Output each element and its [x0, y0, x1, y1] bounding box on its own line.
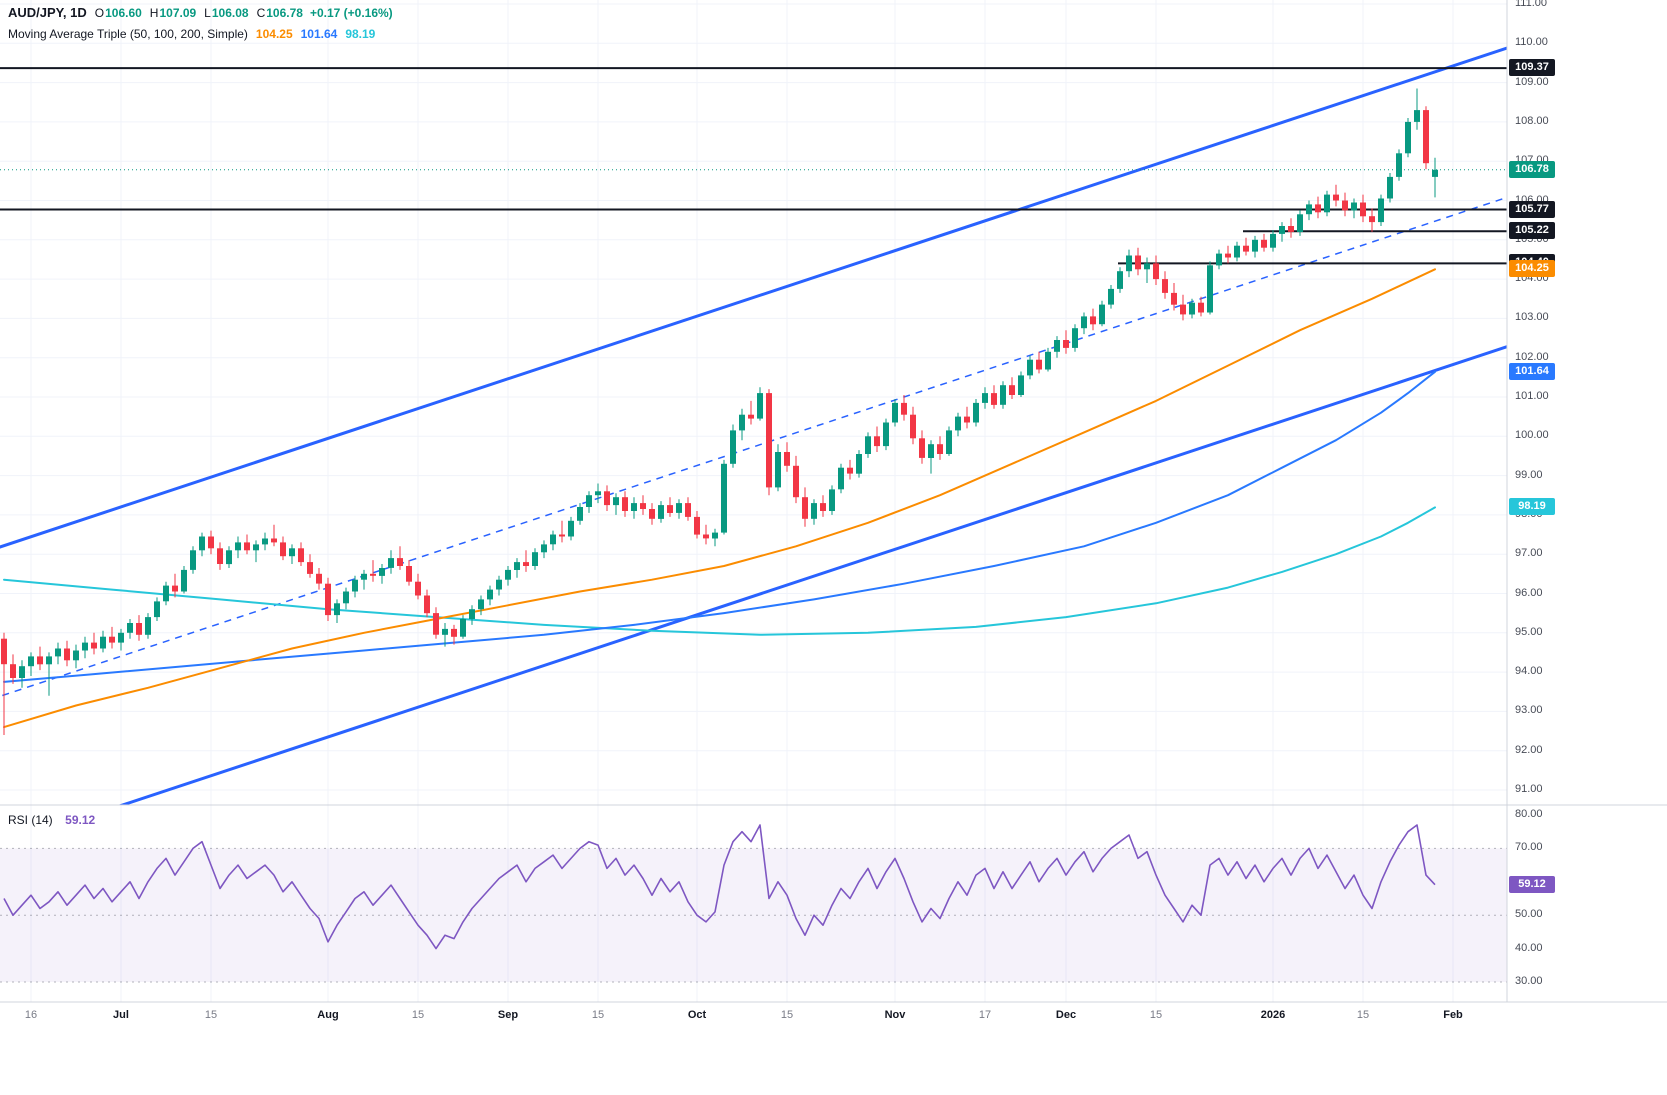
- symbol-row: AUD/JPY, 1D O106.60 H107.09 L106.08 C106.78…: [8, 4, 393, 25]
- rsi-tick: 30.00: [1515, 975, 1543, 987]
- price-label-badge: 104.25: [1509, 260, 1555, 277]
- price-tick: 102.00: [1515, 351, 1549, 363]
- rsi-indicator-title[interactable]: RSI (14): [8, 813, 53, 827]
- price-tick: 96.00: [1515, 587, 1543, 599]
- change-value: +0.17 (+0.16%): [309, 6, 393, 20]
- ohlc-value: 106.60: [105, 6, 142, 20]
- time-label: Dec: [1055, 1009, 1077, 1021]
- time-label: Aug: [317, 1009, 339, 1021]
- ma200-line: [3, 506, 1436, 636]
- rsi-tick: 40.00: [1515, 942, 1543, 954]
- price-label-badge: 105.77: [1509, 201, 1555, 218]
- price-tick: 108.00: [1515, 115, 1549, 127]
- time-label: 15: [411, 1009, 425, 1021]
- time-label: 15: [780, 1009, 794, 1021]
- price-label-badge: 105.22: [1509, 222, 1555, 239]
- main-pane: [0, 46, 1507, 805]
- time-label: 17: [978, 1009, 992, 1021]
- candles-layer: [1, 88, 1438, 735]
- ma100-line: [3, 370, 1436, 683]
- time-label: 15: [1356, 1009, 1370, 1021]
- rsi-pane: [0, 824, 1507, 983]
- ma-value: 101.64: [300, 27, 338, 41]
- ohlc-values: O106.60 H107.09 L106.08 C106.78: [87, 4, 303, 22]
- price-label-badge: 109.37: [1509, 59, 1555, 76]
- time-label: 2026: [1260, 1009, 1286, 1021]
- rsi-legend: RSI (14) 59.12: [8, 811, 95, 829]
- ohlc-key: L: [204, 6, 211, 20]
- rsi-tick: 50.00: [1515, 908, 1543, 920]
- price-label-badge: 98.19: [1509, 498, 1555, 515]
- ma-value: 98.19: [345, 27, 376, 41]
- price-tick: 95.00: [1515, 626, 1543, 638]
- price-tick: 99.00: [1515, 469, 1543, 481]
- time-label: Jul: [113, 1009, 129, 1021]
- price-label-badge: 59.12: [1509, 876, 1555, 893]
- time-label: Oct: [687, 1009, 707, 1021]
- price-tick: 101.00: [1515, 390, 1549, 402]
- price-tick: 93.00: [1515, 704, 1543, 716]
- price-tick: 100.00: [1515, 429, 1549, 441]
- grid-layer: [0, 0, 1507, 1002]
- price-label-badge: 101.64: [1509, 363, 1555, 380]
- main-legend: AUD/JPY, 1D O106.60 H107.09 L106.08 C106.78…: [8, 4, 393, 46]
- ohlc-value: 106.78: [266, 6, 303, 20]
- ohlc-key: O: [94, 6, 105, 20]
- ohlc-key: C: [256, 6, 266, 20]
- time-label: Sep: [497, 1009, 519, 1021]
- rsi-line: [3, 824, 1436, 950]
- ohlc-value: 106.08: [211, 6, 249, 20]
- ma-indicator-title[interactable]: Moving Average Triple (50, 100, 200, Sim…: [8, 27, 248, 41]
- ohlc-key: H: [149, 6, 159, 20]
- rsi-tick: 80.00: [1515, 808, 1543, 820]
- rsi-value: 59.12: [65, 813, 96, 827]
- price-scale[interactable]: 111.00 110.00 109.00 108.00 107.00 106.00 105.…: [1507, 0, 1667, 1030]
- price-tick: 110.00: [1515, 36, 1548, 48]
- ma-indicator-row: Moving Average Triple (50, 100, 200, Sim…: [8, 25, 393, 46]
- price-tick: 111.00: [1515, 0, 1548, 9]
- rsi-tick: 70.00: [1515, 841, 1543, 853]
- ohlc-value: 107.09: [159, 6, 197, 20]
- ma-indicator-values: 104.25 101.64 98.19: [248, 25, 375, 43]
- price-tick: 103.00: [1515, 311, 1549, 323]
- ma50-line: [3, 268, 1436, 729]
- price-tick: 91.00: [1515, 783, 1543, 795]
- time-label: 15: [591, 1009, 605, 1021]
- price-tick: 97.00: [1515, 547, 1543, 559]
- price-tick: 109.00: [1515, 76, 1549, 88]
- price-tick: 94.00: [1515, 665, 1543, 677]
- time-scale[interactable]: 16 Jul 15 Aug 15 Sep 15 Oct 15 Nov 17 Dec 15 2026 15 Fe…: [0, 1002, 1667, 1032]
- time-label: Nov: [884, 1009, 906, 1021]
- price-label-badge: 106.78: [1509, 161, 1555, 178]
- price-tick: 92.00: [1515, 744, 1543, 756]
- symbol-title[interactable]: AUD/JPY, 1D: [8, 5, 87, 20]
- time-label: 15: [1149, 1009, 1163, 1021]
- time-label: 15: [204, 1009, 218, 1021]
- time-label: Feb: [1443, 1009, 1463, 1021]
- ma-value: 104.25: [255, 27, 293, 41]
- time-label: 16: [24, 1009, 38, 1021]
